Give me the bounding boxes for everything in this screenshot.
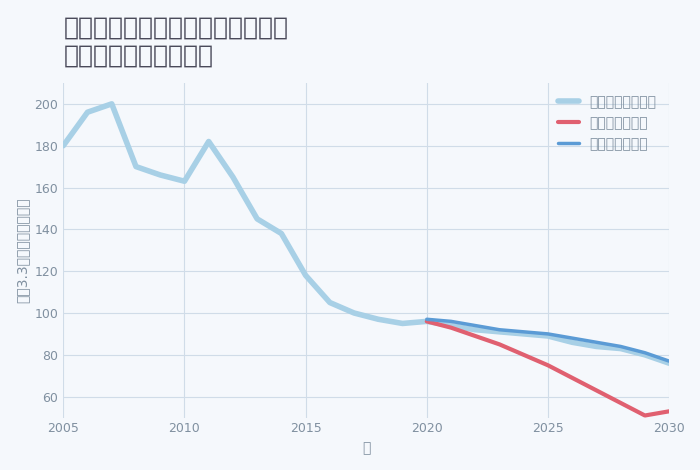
バッドシナリオ	[665, 408, 673, 414]
ノーマルシナリオ	[496, 329, 504, 335]
グッドシナリオ	[665, 358, 673, 364]
Line: ノーマルシナリオ: ノーマルシナリオ	[63, 104, 669, 363]
ノーマルシナリオ	[229, 174, 237, 180]
ノーマルシナリオ	[544, 333, 552, 339]
Line: バッドシナリオ: バッドシナリオ	[427, 321, 669, 415]
バッドシナリオ	[519, 352, 528, 358]
Y-axis label: 坪（3.3㎡）単価（万円）: 坪（3.3㎡）単価（万円）	[15, 197, 29, 303]
ノーマルシナリオ	[374, 316, 382, 322]
バッドシナリオ	[423, 319, 431, 324]
ノーマルシナリオ	[423, 319, 431, 324]
ノーマルシナリオ	[519, 331, 528, 337]
グッドシナリオ	[568, 335, 576, 341]
グッドシナリオ	[471, 323, 480, 329]
グッドシナリオ	[447, 319, 455, 324]
バッドシナリオ	[617, 400, 625, 406]
Legend: ノーマルシナリオ, バッドシナリオ, グッドシナリオ: ノーマルシナリオ, バッドシナリオ, グッドシナリオ	[552, 90, 662, 157]
ノーマルシナリオ	[350, 310, 358, 316]
グッドシナリオ	[592, 339, 601, 345]
ノーマルシナリオ	[108, 101, 116, 107]
バッドシナリオ	[568, 375, 576, 381]
ノーマルシナリオ	[181, 179, 189, 184]
ノーマルシナリオ	[253, 216, 261, 222]
グッドシナリオ	[544, 331, 552, 337]
グッドシナリオ	[423, 316, 431, 322]
ノーマルシナリオ	[302, 273, 310, 278]
X-axis label: 年: 年	[362, 441, 370, 455]
ノーマルシナリオ	[156, 172, 164, 178]
ノーマルシナリオ	[132, 164, 140, 169]
ノーマルシナリオ	[277, 231, 286, 236]
Line: グッドシナリオ: グッドシナリオ	[427, 319, 669, 361]
ノーマルシナリオ	[204, 139, 213, 144]
ノーマルシナリオ	[568, 339, 576, 345]
ノーマルシナリオ	[447, 323, 455, 329]
ノーマルシナリオ	[617, 346, 625, 352]
バッドシナリオ	[471, 333, 480, 339]
バッドシナリオ	[640, 413, 649, 418]
ノーマルシナリオ	[592, 344, 601, 349]
ノーマルシナリオ	[83, 110, 92, 115]
ノーマルシナリオ	[398, 321, 407, 326]
ノーマルシナリオ	[326, 300, 334, 306]
ノーマルシナリオ	[640, 352, 649, 358]
バッドシナリオ	[544, 362, 552, 368]
グッドシナリオ	[640, 350, 649, 356]
グッドシナリオ	[519, 329, 528, 335]
バッドシナリオ	[447, 325, 455, 330]
ノーマルシナリオ	[59, 143, 67, 149]
ノーマルシナリオ	[471, 327, 480, 333]
グッドシナリオ	[617, 344, 625, 349]
Text: 福岡県京都郡みやこ町犀川末江の
中古戸建ての価格推移: 福岡県京都郡みやこ町犀川末江の 中古戸建ての価格推移	[63, 16, 288, 67]
ノーマルシナリオ	[665, 360, 673, 366]
バッドシナリオ	[592, 388, 601, 393]
バッドシナリオ	[496, 342, 504, 347]
グッドシナリオ	[496, 327, 504, 333]
